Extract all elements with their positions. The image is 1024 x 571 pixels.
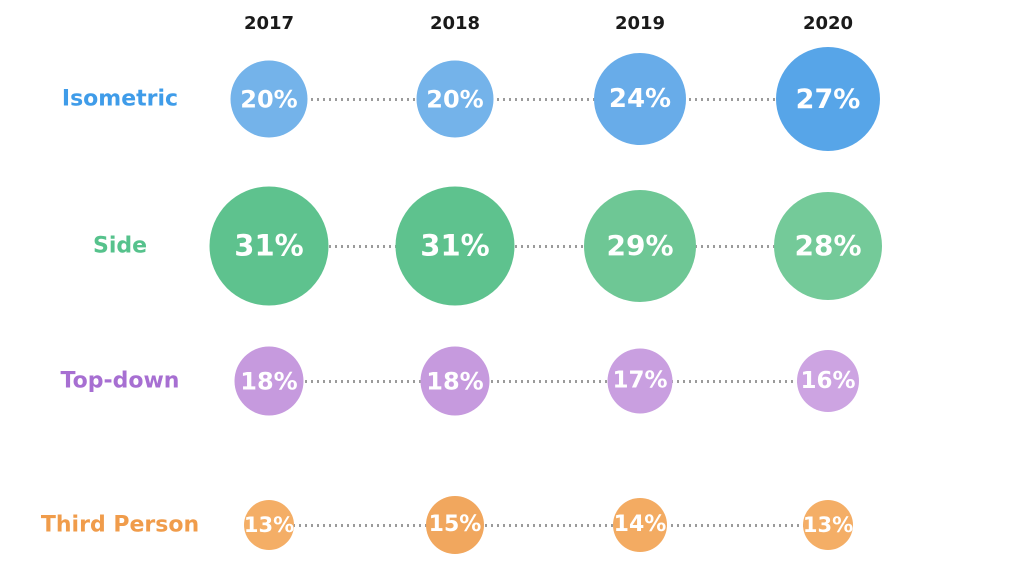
bubble-value-label: 28%: [794, 229, 862, 262]
bubble-isometric-2020: 27%: [776, 47, 880, 151]
bubble-value-label: 14%: [613, 512, 667, 537]
bubble-value-label: 29%: [606, 229, 674, 262]
bubble-value-label: 18%: [426, 367, 484, 395]
bubble-value-label: 13%: [802, 512, 854, 537]
bubble-value-label: 20%: [426, 85, 484, 113]
bubble-side-2019: 29%: [584, 190, 696, 302]
row-label-side: Side: [92, 233, 148, 259]
bubble-value-label: 17%: [612, 367, 668, 394]
bubble-top-down-2019: 17%: [607, 348, 673, 414]
bubble-top-down-2017: 18%: [234, 346, 304, 416]
dotted-connector-line: [269, 245, 828, 248]
bubble-third-person-2019: 14%: [613, 498, 667, 552]
bubble-third-person-2020: 13%: [803, 500, 853, 550]
bubble-value-label: 13%: [243, 512, 295, 537]
year-header-2020: 2020: [802, 13, 854, 34]
bubble-value-label: 20%: [240, 85, 298, 113]
bubble-value-label: 31%: [420, 228, 490, 263]
bubble-value-label: 15%: [428, 512, 482, 537]
dotted-connector-line: [269, 380, 828, 383]
year-header-2018: 2018: [429, 13, 481, 34]
bubble-value-label: 24%: [608, 84, 672, 114]
year-header-2019: 2019: [614, 13, 666, 34]
bubble-third-person-2018: 15%: [426, 496, 484, 554]
bubble-side-2018: 31%: [395, 186, 515, 306]
bubble-isometric-2019: 24%: [594, 53, 686, 145]
dotted-connector-line: [269, 98, 828, 101]
year-header-2017: 2017: [243, 13, 295, 34]
bubble-value-label: 27%: [795, 83, 861, 115]
row-label-top-down: Top-down: [60, 368, 180, 394]
dotted-connector-line: [269, 524, 828, 527]
bubble-top-down-2020: 16%: [797, 350, 859, 412]
bubble-isometric-2017: 20%: [230, 60, 308, 138]
bubble-third-person-2017: 13%: [244, 500, 294, 550]
row-label-third-person: Third Person: [40, 512, 200, 538]
bubble-value-label: 18%: [240, 367, 298, 395]
bubble-side-2017: 31%: [209, 186, 329, 306]
bubble-isometric-2018: 20%: [416, 60, 494, 138]
row-label-isometric: Isometric: [61, 86, 179, 112]
bubble-side-2020: 28%: [774, 192, 882, 300]
bubble-value-label: 16%: [800, 367, 856, 394]
bubble-value-label: 31%: [234, 228, 304, 263]
bubble-top-down-2018: 18%: [420, 346, 490, 416]
